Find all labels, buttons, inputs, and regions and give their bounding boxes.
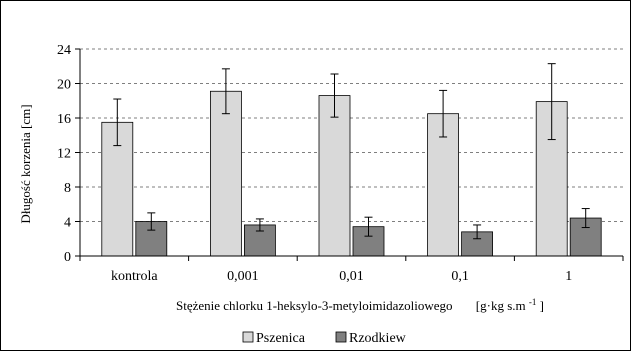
y-tick-labels: 0 4 8 12 16 20 24 [57, 43, 71, 265]
error-bars [113, 63, 590, 240]
legend-label-rzodkiew: Rzodkiew [349, 331, 407, 346]
legend: Pszenica Rzodkiew [242, 331, 407, 346]
legend-label-pszenica: Pszenica [256, 331, 306, 346]
x-category-label: 1 [565, 269, 572, 284]
x-axis-title-main: Stężenie chlorku 1-heksylo-3-metyloimida… [176, 298, 453, 313]
x-axis-title-unit-end: ] [540, 298, 544, 313]
y-tick-label: 4 [64, 216, 71, 231]
x-category-label: 0,01 [339, 269, 364, 284]
x-category-labels: kontrola 0,001 0,01 0,1 1 [111, 269, 572, 284]
y-tick-label: 20 [57, 78, 71, 93]
bar-pszenica-2 [318, 95, 351, 257]
x-axis-title: Stężenie chlorku 1-heksylo-3-metyloimida… [176, 293, 544, 313]
x-category-label: 0,001 [227, 269, 259, 284]
x-axis-title-unit-exponent: -1 [529, 297, 537, 307]
y-tick-label: 24 [57, 43, 71, 58]
x-category-label: 0,1 [451, 269, 469, 284]
legend-swatch-pszenica [242, 331, 254, 343]
y-axis-title: Długość korzenia [cm] [18, 104, 33, 223]
axes [79, 49, 624, 261]
x-axis-title-unit: [g·kg s.m [476, 298, 526, 313]
y-tick-label: 0 [64, 250, 71, 265]
y-tick-label: 12 [57, 147, 71, 162]
bars [101, 90, 602, 257]
gridlines [75, 48, 623, 257]
y-tick-label: 16 [57, 112, 71, 127]
bar-pszenica-1 [209, 90, 242, 257]
y-tick-label: 8 [64, 181, 71, 196]
legend-swatch-rzodkiew [335, 331, 347, 343]
x-category-label: kontrola [111, 269, 158, 284]
